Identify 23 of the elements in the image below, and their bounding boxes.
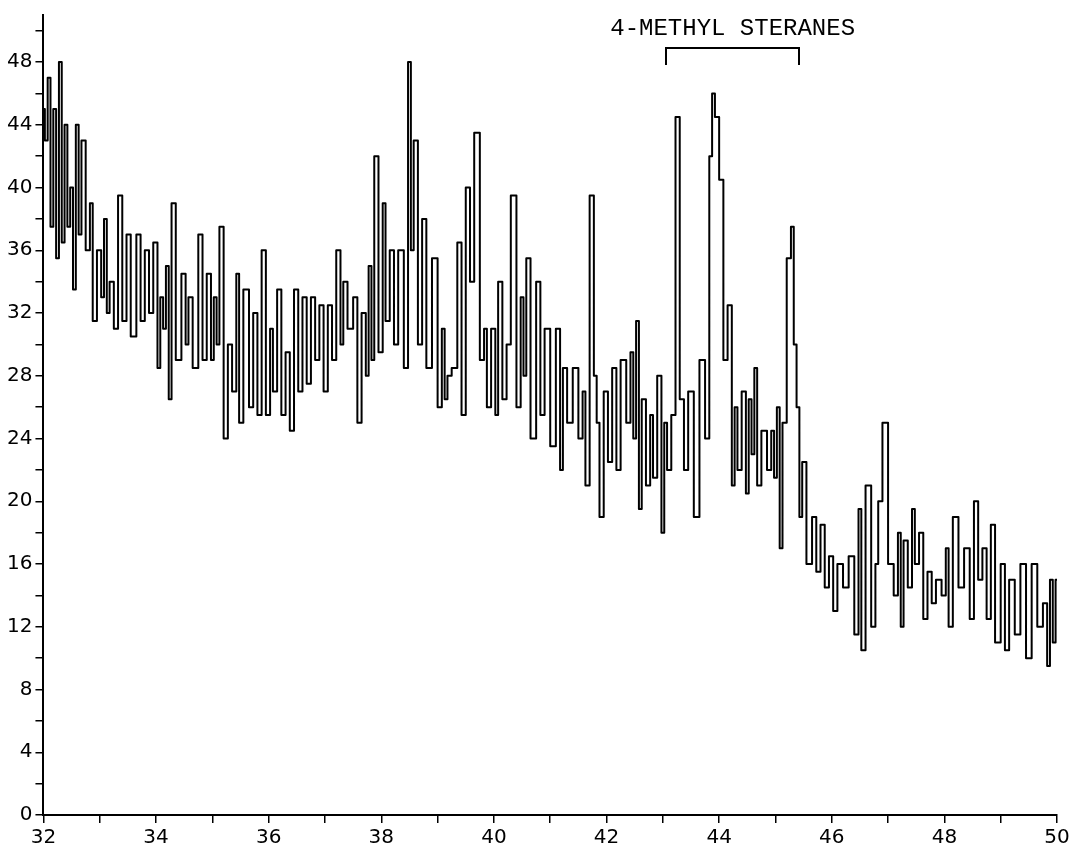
- x-tick-label: 34: [143, 824, 169, 849]
- y-tick-label: 32: [7, 299, 33, 324]
- x-tick-label: 42: [593, 824, 620, 849]
- y-tick-label: 20: [7, 487, 33, 512]
- y-tick-label: 4: [19, 738, 33, 763]
- x-tick-label: 38: [368, 824, 395, 849]
- y-tick-label: 48: [7, 48, 33, 73]
- x-tick-label: 36: [255, 824, 282, 849]
- x-tick-label: 50: [1044, 824, 1070, 849]
- annotation: 4-METHYL STERANES: [610, 15, 856, 43]
- y-tick-label: 12: [7, 612, 33, 637]
- y-tick-label: 24: [7, 424, 33, 449]
- y-tick-label: 8: [19, 675, 33, 700]
- y-tick-label: 36: [7, 236, 33, 261]
- y-tick-label: 16: [7, 550, 33, 575]
- y-tick-label: 28: [7, 361, 33, 386]
- y-tick-label: 40: [7, 173, 33, 198]
- y-tick-label: 44: [7, 111, 33, 136]
- y-tick-label: 0: [19, 801, 33, 826]
- x-tick-label: 46: [819, 824, 845, 849]
- x-tick-label: 48: [931, 824, 958, 849]
- x-tick-label: 44: [706, 824, 732, 849]
- x-tick-label: 40: [481, 824, 507, 849]
